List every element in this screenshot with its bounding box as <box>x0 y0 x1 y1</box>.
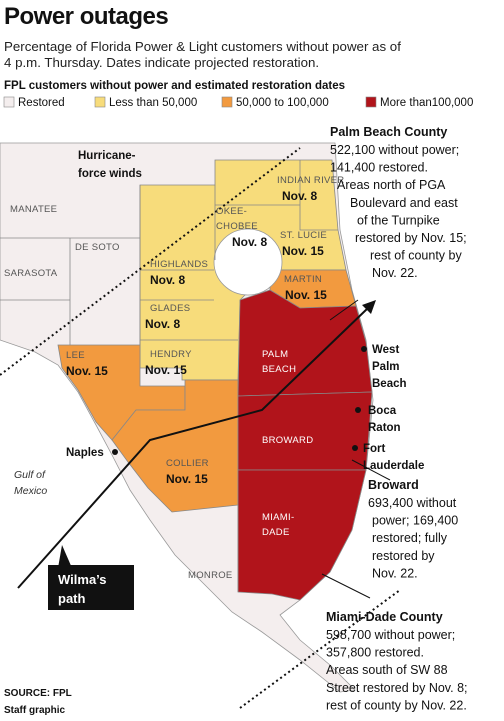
wind-line-south <box>239 589 401 709</box>
county-date: Nov. 8 <box>232 235 267 249</box>
county-name: CHOBEE <box>216 221 258 232</box>
county-date: Nov. 8 <box>282 189 317 203</box>
path-label: path <box>58 591 86 606</box>
callout-text: 522,100 without power; <box>330 143 459 157</box>
county-miami-dade <box>237 469 367 601</box>
callout-text: 693,400 without <box>368 496 457 510</box>
legend-title: FPL customers without power and estimate… <box>4 80 345 92</box>
county-name: COLLIER <box>166 458 209 469</box>
legend <box>3 96 377 108</box>
callout-text: Street restored by Nov. 8; <box>326 681 468 695</box>
legend-label: Less than 50,000 <box>109 97 197 109</box>
city-label: West <box>372 344 399 356</box>
county-date: Nov. 15 <box>145 363 187 377</box>
callout-text: 598,700 without power; <box>326 628 455 642</box>
callout-text: of the Turnpike <box>357 213 440 227</box>
legend-swatch <box>221 96 233 108</box>
callout-title: Broward <box>368 478 419 492</box>
county-name: DADE <box>262 527 290 538</box>
county-name: ST. LUCIE <box>280 230 327 241</box>
subtitle: 4 p.m. Thursday. Dates indicate projecte… <box>4 55 319 70</box>
map <box>0 142 374 693</box>
legend-label: More than100,000 <box>380 97 473 109</box>
city-label: Palm <box>372 361 400 373</box>
callout-text: Areas south of SW 88 <box>326 663 448 677</box>
county-name: LEE <box>66 350 85 361</box>
legend-label: 50,000 to 100,000 <box>236 97 329 109</box>
callout-title: Palm Beach County <box>330 125 447 139</box>
storm-arrow <box>362 300 376 314</box>
county-date: Nov. 15 <box>282 244 324 258</box>
county-name: PALM <box>262 349 288 360</box>
callout-text: rest of county by <box>370 249 462 263</box>
winds-label: force winds <box>78 168 142 180</box>
gulf-label: Mexico <box>14 485 47 497</box>
legend-swatch <box>94 96 106 108</box>
county-lines <box>0 160 338 592</box>
legend-label: Restored <box>18 97 65 109</box>
callout-text: Nov. 22. <box>372 566 418 580</box>
city-dots <box>112 346 367 455</box>
path-label: Wilma’s <box>58 572 107 587</box>
city-label: Boca <box>368 405 397 417</box>
callout-text: 141,400 restored. <box>330 161 428 175</box>
county-name: HENDRY <box>150 349 192 360</box>
county-date: Nov. 15 <box>66 364 108 378</box>
county-name: MARTIN <box>284 274 322 285</box>
county-name: DE SOTO <box>75 242 120 253</box>
callout-text: Boulevard and east <box>350 196 458 210</box>
county-date: Nov. 8 <box>145 317 180 331</box>
callout-text: restored by <box>372 549 435 563</box>
callout-text: rest of county by Nov. 22. <box>326 698 467 712</box>
city-label: Fort <box>363 443 386 455</box>
city-label: Naples <box>66 447 104 459</box>
callout-text: Nov. 22. <box>372 266 418 280</box>
callout-text: restored by Nov. 15; <box>355 231 467 245</box>
storm-path <box>17 307 369 589</box>
legend-swatch <box>365 96 377 108</box>
leader-lines <box>321 299 391 599</box>
source: SOURCE: FPL <box>4 688 72 699</box>
city-label: Raton <box>368 422 401 434</box>
lake-okeechobee <box>213 228 283 296</box>
subtitle: Percentage of Florida Power & Light cust… <box>4 39 401 54</box>
county-name: BEACH <box>262 364 296 375</box>
city-label: Beach <box>372 378 407 390</box>
texts: Power outages Percentage of Florida Power… <box>4 3 473 716</box>
winds-label: Hurricane- <box>78 150 136 162</box>
callout-text: Areas north of PGA <box>337 178 446 192</box>
county-name: GLADES <box>150 303 190 314</box>
county-date: Nov. 15 <box>285 288 327 302</box>
county-name: INDIAN RIVER <box>277 175 344 186</box>
path-pointer <box>58 545 72 568</box>
county-name: OKEE- <box>216 206 247 217</box>
county-name: MIAMI- <box>262 512 294 523</box>
county-date: Nov. 8 <box>150 273 185 287</box>
path-box <box>48 565 134 610</box>
callout-text: power; 169,400 <box>372 514 458 528</box>
callout-title: Miami-Dade County <box>326 610 443 624</box>
county-name: HIGHLANDS <box>150 259 208 270</box>
callout-text: 357,800 restored. <box>326 646 424 660</box>
source: Staff graphic <box>4 705 66 716</box>
county-name: SARASOTA <box>4 268 58 279</box>
county-name: MANATEE <box>10 204 57 215</box>
county-broward <box>237 391 373 471</box>
callout-text: restored; fully <box>372 531 448 545</box>
legend-swatch <box>3 96 15 108</box>
gulf-label: Gulf of <box>14 469 46 481</box>
county-date: Nov. 15 <box>166 472 208 486</box>
city-label: Lauderdale <box>363 460 424 472</box>
title: Power outages <box>4 3 168 30</box>
county-name: BROWARD <box>262 435 313 446</box>
county-name: MONROE <box>188 570 233 581</box>
